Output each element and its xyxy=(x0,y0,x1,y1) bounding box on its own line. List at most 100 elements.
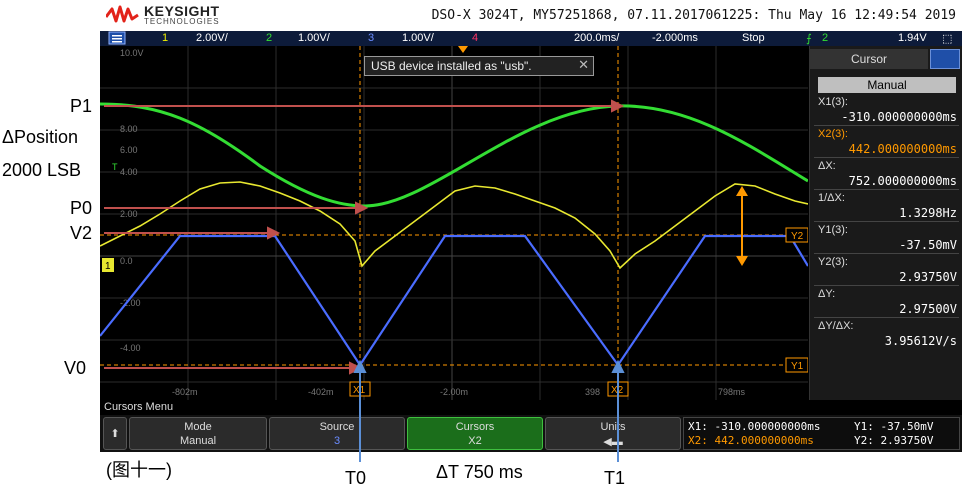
y-label: 6.00 xyxy=(120,145,138,155)
brand-name: KEYSIGHT xyxy=(144,3,220,19)
ch2-scale[interactable]: 1.00V/ xyxy=(298,32,330,44)
x2-value: 442.000000000ms xyxy=(848,142,957,156)
inv-dx-value: 1.3298Hz xyxy=(899,206,957,220)
source-label: Source xyxy=(319,421,355,433)
annotation-p1: P1 xyxy=(70,96,93,116)
cursors-menu-title: Cursors Menu xyxy=(104,401,174,413)
cursor-lines xyxy=(100,46,808,400)
dx-label: ΔX: xyxy=(818,160,836,172)
readout-x1: X1: -310.000000000ms xyxy=(688,420,821,433)
readout-y2: Y2: 2.93750V xyxy=(854,434,934,447)
x-label: -2.00m xyxy=(440,387,468,397)
units-label: Units xyxy=(600,421,626,433)
cursor-x1-tag[interactable]: X1 xyxy=(353,385,366,396)
model-info: DSO-X 3024T, MY57251868, 07.11.201706122… xyxy=(431,8,956,23)
y2-value: 2.93750V xyxy=(899,270,957,284)
y1-label: Y1(3): xyxy=(818,224,848,236)
ch1-scale[interactable]: 2.00V/ xyxy=(196,32,228,44)
y-label: -4.00 xyxy=(120,343,141,353)
annotation-lsb: 2000 LSB xyxy=(2,160,82,180)
mode-softkey[interactable]: Mode Manual xyxy=(129,417,267,450)
ground-marker[interactable]: 1 xyxy=(102,258,114,272)
cursors-value: X2 xyxy=(468,435,482,447)
close-icon[interactable]: ✕ xyxy=(578,57,589,72)
cursor-x2-tag[interactable]: X2 xyxy=(611,385,624,396)
ch3-waveform xyxy=(100,234,808,367)
sidebar-title[interactable]: Cursor xyxy=(810,49,928,69)
y-label: 2.00 xyxy=(120,209,138,219)
cursor-y1-tag[interactable]: Y1 xyxy=(791,361,804,372)
dy-label: ΔY: xyxy=(818,288,836,300)
y-label: -2.00 xyxy=(120,298,141,308)
trigger-position-marker xyxy=(458,46,468,53)
readout-y1: Y1: -37.50mV xyxy=(854,420,934,433)
y-label: 0.0 xyxy=(120,256,133,266)
network-icon: ⬚ xyxy=(942,33,953,45)
cursor-readout: X1: -310.000000000ms X2: 442.000000000ms… xyxy=(683,417,960,450)
x2-label: X2(3): xyxy=(818,128,848,140)
annotation-p0: P0 xyxy=(70,198,93,218)
timebase[interactable]: 200.0ms/ xyxy=(574,32,620,44)
annotation-t0: T0 xyxy=(345,468,367,488)
inv-dx-label: 1/ΔX: xyxy=(818,192,845,204)
cursor-sidebar: Cursor Manual X1(3): -310.000000000ms X2… xyxy=(809,46,962,400)
cursors-label: Cursors xyxy=(455,421,495,433)
y-label: 10.0V xyxy=(120,48,144,58)
status-bar: 1 2.00V/ 2 1.00V/ 3 1.00V/ 4 200.0ms/ -2… xyxy=(100,31,962,46)
cursors-softkey[interactable]: Cursors X2 xyxy=(407,417,543,450)
menu-list-icon[interactable] xyxy=(930,49,960,69)
grid-lines xyxy=(100,46,808,400)
usb-notification-text: USB device installed as "usb". xyxy=(371,59,532,73)
source-value: 3 xyxy=(333,435,341,447)
waveform-graticule: 10.0V 8.00 6.00 4.00 2.00 0.0 -2.00 -4.0… xyxy=(100,46,808,400)
scope-header: KEYSIGHT TECHNOLOGIES DSO-X 3024T, MY572… xyxy=(100,0,962,31)
svg-text:1: 1 xyxy=(105,261,111,272)
run-state[interactable]: Stop xyxy=(742,32,765,44)
x1-label: X1(3): xyxy=(818,96,848,108)
readout-x2: X2: 442.000000000ms xyxy=(688,434,814,447)
y1-value: -37.50mV xyxy=(899,238,957,252)
x-label: 798ms xyxy=(718,387,746,397)
units-icon: ◀▬ xyxy=(603,436,623,448)
trigger-level[interactable]: 1.94V xyxy=(898,32,927,44)
annotation-delta-position: ΔPosition xyxy=(2,127,79,147)
dx-value: 752.000000000ms xyxy=(848,174,957,188)
menu-icon[interactable] xyxy=(108,31,126,48)
trigger-source[interactable]: 2 xyxy=(822,32,829,44)
y-axis-labels: 10.0V 8.00 6.00 4.00 2.00 0.0 -2.00 -4.0… xyxy=(120,48,144,353)
y-label: 4.00 xyxy=(120,167,138,177)
source-softkey[interactable]: Source 3 xyxy=(269,417,405,450)
annotation-t1: T1 xyxy=(604,468,626,488)
back-button[interactable]: ⬆ xyxy=(103,417,127,450)
ch1-number[interactable]: 1 xyxy=(162,32,169,44)
dy-dx-label: ΔY/ΔX: xyxy=(818,320,854,332)
dy-value: 2.97500V xyxy=(899,302,957,316)
cursor-mode[interactable]: Manual xyxy=(818,77,956,93)
x-label: -402m xyxy=(308,387,334,397)
ch3-scale[interactable]: 1.00V/ xyxy=(402,32,434,44)
brand-subtitle: TECHNOLOGIES xyxy=(144,17,220,26)
ch4-number[interactable]: 4 xyxy=(472,32,479,44)
ch2-waveform xyxy=(100,102,808,208)
ch3-number[interactable]: 3 xyxy=(368,32,375,44)
trigger-level-marker: T xyxy=(112,162,118,172)
usb-notification[interactable]: USB device installed as "usb". ✕ xyxy=(364,56,594,76)
trigger-edge-icon[interactable]: ⨍ xyxy=(806,33,812,45)
delay[interactable]: -2.000ms xyxy=(652,32,698,44)
ch2-number[interactable]: 2 xyxy=(266,32,273,44)
up-arrow-icon: ⬆ xyxy=(110,428,120,440)
cursor-y2-tag[interactable]: Y2 xyxy=(791,231,804,242)
annotation-v0: V0 xyxy=(64,358,87,378)
annotation-delta-t: ΔT 750 ms xyxy=(436,462,523,482)
dy-dx-value: 3.95612V/s xyxy=(884,334,957,348)
oscilloscope-screen: KEYSIGHT TECHNOLOGIES DSO-X 3024T, MY572… xyxy=(100,0,962,452)
mode-value: Manual xyxy=(179,435,217,447)
x1-value: -310.000000000ms xyxy=(841,110,957,124)
x-axis-labels: -802m -402m -2.00m 398 798ms xyxy=(172,387,746,397)
x-label: 398 xyxy=(585,387,600,397)
keysight-logo-icon xyxy=(106,5,139,23)
x-label: -802m xyxy=(172,387,198,397)
y2-label: Y2(3): xyxy=(818,256,848,268)
figure-caption: (图十一) xyxy=(106,460,172,480)
units-softkey[interactable]: Units ◀▬ xyxy=(545,417,681,450)
